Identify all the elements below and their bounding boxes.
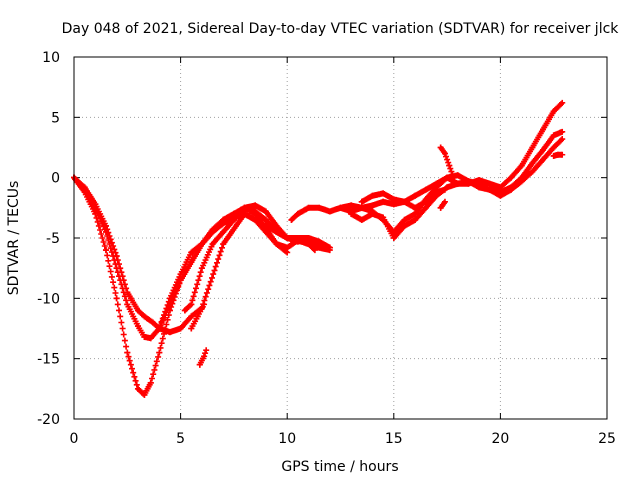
x-tick-label: 0	[70, 431, 79, 447]
series-10	[358, 186, 448, 211]
tick-labels: 0 5 10 15 20 25 -20 -15 -10 -5 0 5 10	[37, 50, 616, 447]
series-3	[156, 204, 333, 332]
x-axis-label: GPS time / hours	[281, 459, 398, 475]
series-trace	[188, 303, 206, 332]
y-tick-label: -15	[37, 352, 60, 368]
y-tick-label: 10	[42, 50, 60, 66]
series-trace	[156, 204, 332, 332]
x-tick-label: 20	[491, 431, 509, 447]
series-12	[437, 198, 448, 211]
series-4	[181, 202, 333, 314]
data-point	[203, 347, 210, 354]
chart-title: Day 048 of 2021, Sidereal Day-to-day VTE…	[62, 21, 620, 37]
y-tick-label: -10	[37, 291, 60, 307]
series-trace	[358, 187, 447, 211]
series-trace	[437, 144, 456, 178]
series-trace	[550, 151, 565, 159]
series-trace	[437, 200, 447, 211]
series-6	[196, 347, 210, 368]
y-tick-label: 5	[51, 110, 60, 126]
plot-frame	[73, 56, 608, 420]
axis-ticks	[73, 56, 608, 420]
series-trace	[181, 202, 332, 314]
grid-lines	[74, 57, 607, 419]
data-point	[450, 174, 457, 181]
y-tick-label: -20	[37, 412, 60, 428]
series-13	[550, 151, 566, 159]
y-tick-label: 0	[51, 171, 60, 187]
x-tick-label: 10	[278, 431, 296, 447]
y-tick-label: -5	[46, 231, 60, 247]
series-11	[437, 144, 457, 181]
y-axis-label: SDTVAR / TECUs	[6, 181, 22, 296]
series-5	[188, 301, 208, 332]
data-points	[71, 99, 566, 398]
series-trace	[196, 350, 209, 368]
x-tick-label: 25	[598, 431, 616, 447]
x-tick-label: 15	[385, 431, 403, 447]
x-tick-label: 5	[176, 431, 185, 447]
